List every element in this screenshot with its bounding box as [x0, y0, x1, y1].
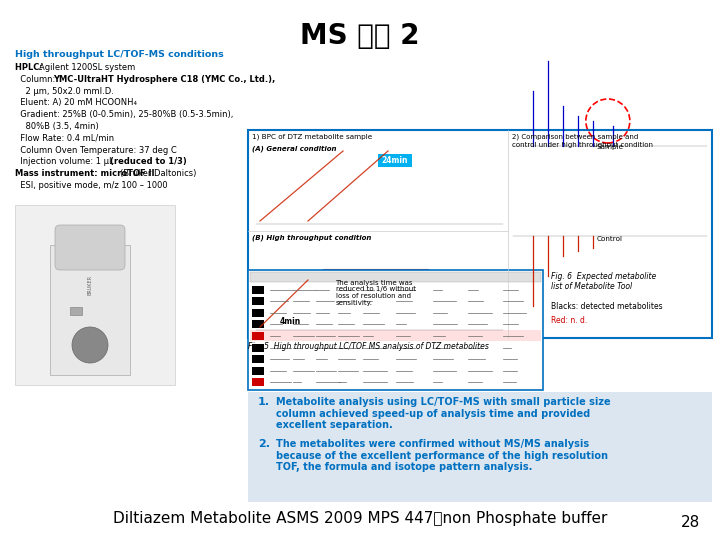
Bar — [250, 330, 541, 341]
Text: HPLC:: HPLC: — [15, 63, 45, 72]
Bar — [248, 392, 712, 502]
Text: (B) High throughput condition: (B) High throughput condition — [252, 234, 372, 241]
Bar — [276, 315, 304, 328]
Bar — [70, 307, 82, 315]
Text: YMC-UltraHT Hydrosphere C18 (YMC Co., Ltd.),: YMC-UltraHT Hydrosphere C18 (YMC Co., Lt… — [53, 75, 275, 84]
Text: Metabolite analysis using LC/TOF-MS with small particle size
column achieved spe: Metabolite analysis using LC/TOF-MS with… — [276, 397, 611, 430]
Text: Red: n. d.: Red: n. d. — [551, 316, 588, 325]
Bar — [252, 378, 264, 386]
Text: Fig. 6  Expected metabolite
list of Metabolite Tool: Fig. 6 Expected metabolite list of Metab… — [551, 272, 656, 292]
Text: 2.: 2. — [258, 439, 270, 449]
Text: 28: 28 — [680, 515, 700, 530]
Text: Mass instrument: microTOF II: Mass instrument: microTOF II — [15, 169, 158, 178]
Bar — [252, 320, 264, 328]
Text: BRUKER: BRUKER — [88, 275, 92, 295]
Bar — [252, 286, 264, 294]
Text: MS 응용 2: MS 응용 2 — [300, 22, 420, 50]
Text: 2 μm, 50x2.0 mmI.D.: 2 μm, 50x2.0 mmI.D. — [15, 86, 114, 96]
Bar — [252, 355, 264, 363]
Text: ESI, positive mode, m/z 100 – 1000: ESI, positive mode, m/z 100 – 1000 — [15, 181, 168, 190]
Bar — [252, 332, 264, 340]
Text: Fig. 5  High throughput LC/TOF MS analysis of DTZ metabolites: Fig. 5 High throughput LC/TOF MS analysi… — [248, 342, 489, 351]
Bar — [15, 205, 175, 385]
Bar — [252, 298, 264, 305]
Text: Agilent 1200SL system: Agilent 1200SL system — [39, 63, 135, 72]
Text: Injection volume: 1 μL: Injection volume: 1 μL — [15, 157, 116, 166]
Bar — [378, 154, 412, 167]
Text: (Bruker Daltonics): (Bruker Daltonics) — [120, 169, 197, 178]
Bar — [248, 270, 543, 390]
Text: High throughput LC/TOF-MS conditions: High throughput LC/TOF-MS conditions — [15, 50, 224, 59]
Text: Eluent: A) 20 mM HCOONH₄: Eluent: A) 20 mM HCOONH₄ — [15, 98, 137, 107]
Bar — [252, 367, 264, 375]
Text: Flow Rate: 0.4 mL/min: Flow Rate: 0.4 mL/min — [15, 134, 114, 143]
Circle shape — [72, 327, 108, 363]
Text: Diltiazem Metabolite ASMS 2009 MPS 447：non Phosphate buffer: Diltiazem Metabolite ASMS 2009 MPS 447：n… — [113, 510, 607, 525]
Bar — [248, 130, 712, 338]
Bar — [250, 272, 541, 282]
Text: 2) Comparison between sample and
control under high throughput condition: 2) Comparison between sample and control… — [512, 134, 653, 147]
Bar — [323, 269, 428, 317]
Text: Blacks: detected metabolites: Blacks: detected metabolites — [551, 302, 662, 311]
Text: 4min: 4min — [279, 317, 301, 326]
Text: 24min: 24min — [382, 156, 408, 165]
Text: (A) General condition: (A) General condition — [252, 145, 336, 152]
Text: 80%B (3.5, 4min): 80%B (3.5, 4min) — [15, 122, 99, 131]
Text: Gradient: 25%B (0-0.5min), 25-80%B (0.5-3.5min),: Gradient: 25%B (0-0.5min), 25-80%B (0.5-… — [15, 110, 233, 119]
Text: Column:: Column: — [15, 75, 58, 84]
Text: The metabolites were confirmed without MS/MS analysis
because of the excellent p: The metabolites were confirmed without M… — [276, 439, 608, 472]
Text: Column Oven Temperature: 37 deg C: Column Oven Temperature: 37 deg C — [15, 146, 176, 154]
Text: (reduced to 1/3): (reduced to 1/3) — [110, 157, 186, 166]
Text: Control: Control — [597, 236, 623, 242]
Bar — [252, 343, 264, 352]
Text: Sample: Sample — [596, 144, 624, 150]
Bar — [50, 245, 130, 375]
Text: The analysis time was
reduced to 1/6 without
loss of resolution and
sensitivity.: The analysis time was reduced to 1/6 wit… — [336, 280, 415, 307]
Text: 1.: 1. — [258, 397, 270, 407]
Text: 1) BPC of DTZ metabolite sample: 1) BPC of DTZ metabolite sample — [252, 134, 372, 140]
FancyBboxPatch shape — [55, 225, 125, 270]
Bar — [252, 309, 264, 317]
